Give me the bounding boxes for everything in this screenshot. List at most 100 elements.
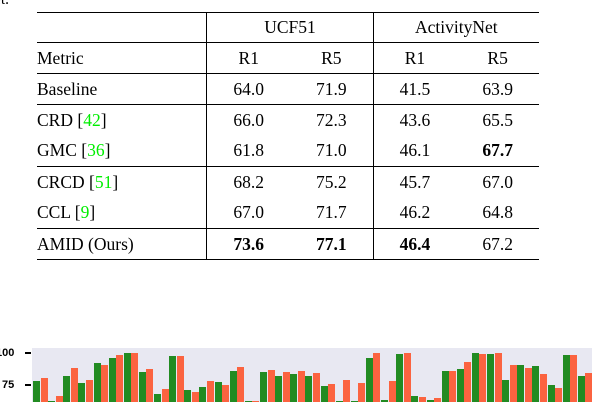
cell-ucf51-r5: 71.7 [316,202,347,223]
y-axis-tick-label-100: 100 [0,347,15,360]
table-row: Baseline 64.0 71.9 41.5 63.9 [37,73,539,105]
chart-bar-green-6 [123,353,131,402]
chart-bar-green-5 [108,358,116,402]
citation-number[interactable]: 9 [80,202,90,223]
chart-bar-green-15 [260,372,268,402]
chart-bar-orange-8 [161,388,169,402]
citation-bracket-close: ] [100,109,107,130]
citation-bracket-open: [ [77,109,84,130]
chart-bar-orange-32 [524,367,532,402]
table-group-header-row: UCF51 ActivityNet [37,12,539,43]
chart-bar-green-0 [33,381,40,402]
citation-bracket-close: ] [104,140,111,161]
cell-activitynet-r1: 46.2 [372,197,457,229]
caption-fragment: et. [0,0,9,8]
chart-bar-orange-33 [539,373,547,402]
cell-ucf51-r1: 61.8 [206,135,291,167]
chart-bar-orange-13 [237,366,245,402]
chart-bar-green-4 [93,363,101,402]
citation-number[interactable]: 51 [94,171,113,192]
chart-bar-orange-6 [131,352,139,402]
chart-bar-green-34 [547,385,555,402]
row-method-amid: AMID (Ours) [37,228,207,260]
chart-bar-green-17 [290,373,298,402]
chart-bar-orange-36 [585,373,592,402]
chart-bar-green-25 [411,396,419,402]
row-method-ccl: CCL [9] [37,198,207,229]
chart-bar-orange-11 [206,381,214,402]
group-header-activitynet: ActivityNet [372,12,539,43]
cell-activitynet-r1: 41.5 [372,73,457,105]
cell-ucf51-r1: 66.0 [206,104,291,136]
cell-ucf51-r5: 71.0 [316,140,347,161]
chart-bar-orange-20 [343,379,351,402]
row-method-gmc: GMC [36] [37,136,207,167]
chart-bar-orange-9 [176,356,184,402]
chart-bar-orange-3 [85,380,93,402]
chart-bar-orange-23 [388,380,396,402]
chart-bar-orange-0 [40,378,48,402]
bar-chart: 100 75 [0,330,600,402]
chart-bar-green-24 [396,354,404,402]
chart-bar-green-28 [456,368,464,402]
cell-ucf51-r1: 67.0 [206,197,291,229]
cell-activitynet-r5: 63.9 [456,73,539,105]
y-axis-tick-mark-100 [25,352,31,355]
chart-bar-orange-25 [418,396,426,402]
chart-bar-green-32 [517,364,525,402]
citation-bracket-open: [ [81,140,88,161]
table-row: AMID (Ours) 73.6 77.1 46.4 67.2 [37,228,539,260]
chart-bar-green-36 [577,376,585,402]
row-method-baseline: Baseline [37,73,207,105]
table-row: CRD [42] 66.0 72.3 43.6 65.5 [37,104,539,136]
column-header-activitynet-r1: R1 [372,42,457,74]
citation-bracket-open: [ [89,171,95,192]
column-header-ucf51-r5: R5 [290,42,374,74]
cell-activitynet-r1: 46.1 [372,135,457,167]
chart-bar-orange-34 [555,387,563,402]
citation-number[interactable]: 36 [87,140,105,161]
chart-bar-orange-5 [116,355,124,402]
cell-ucf51-r1: 73.6 [206,228,291,260]
cell-ucf51-r1: 64.0 [206,73,291,105]
method-name: CRD [37,109,73,130]
chart-bar-green-10 [184,390,192,402]
chart-bar-orange-10 [191,392,199,402]
cell-activitynet-r1: 46.4 [372,228,457,260]
chart-bar-orange-14 [252,400,260,402]
method-name: GMC [37,140,77,161]
table-row: GMC [36] 61.8 71.0 46.1 67.7 [37,135,539,167]
cell-ucf51-r1: 68.2 [206,166,291,198]
chart-bar-orange-21 [358,383,366,402]
chart-bar-green-27 [441,370,449,402]
cell-ucf51-r5: 72.3 [290,104,374,136]
chart-bar-orange-12 [222,384,230,402]
chart-bar-green-35 [562,355,570,402]
chart-bar-orange-31 [509,364,517,402]
group-header-ucf51: UCF51 [206,12,374,43]
row-method-crcd: CRCD [51] [37,166,207,198]
citation-bracket-open: [ [74,202,81,223]
table-column-header-row: Metric R1 R5 R1 R5 [37,42,539,74]
citation-number[interactable]: 42 [83,109,101,130]
chart-bar-orange-7 [146,369,154,402]
chart-bar-green-29 [471,352,479,402]
method-name: CRCD [37,171,85,192]
chart-bar-green-8 [154,393,162,402]
cell-ucf51-r5: 71.9 [290,73,374,105]
chart-bar-green-30 [487,353,495,402]
y-axis-tick-label-75: 75 [2,379,15,392]
table-row: CCL [9] 67.0 71.7 46.2 64.8 [37,197,539,229]
citation-bracket-close: ] [112,171,119,192]
table-row: CRCD [51] 68.2 75.2 45.7 67.0 [37,166,539,198]
cell-activitynet-r5: 64.8 [482,202,513,223]
chart-bar-green-33 [532,366,540,402]
chart-bar-orange-28 [464,361,472,402]
cell-activitynet-r1: 45.7 [372,166,457,198]
chart-bar-orange-29 [479,354,487,402]
chart-bar-orange-19 [328,384,336,402]
chart-bar-green-9 [169,355,177,402]
chart-bar-orange-22 [373,352,381,402]
chart-bar-green-3 [78,383,86,402]
chart-bar-green-11 [199,387,207,402]
